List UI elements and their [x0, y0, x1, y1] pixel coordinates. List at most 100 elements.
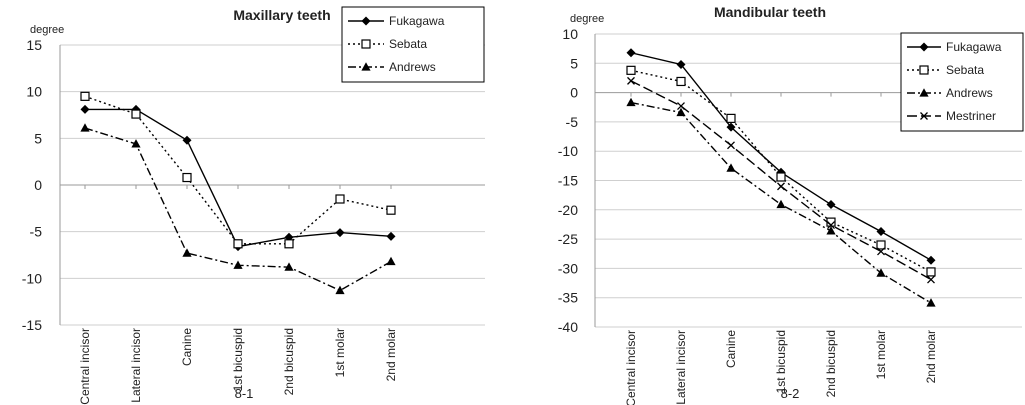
- x-tick-label: 2nd molar: [924, 330, 938, 383]
- series-mestriner: [627, 76, 935, 284]
- legend-marker: [919, 42, 929, 52]
- data-point: [726, 122, 736, 132]
- y-tick-label: -5: [30, 224, 43, 240]
- legend: Fukagawa Sebata Andrews: [341, 6, 485, 83]
- legend-label: Fukagawa: [389, 14, 445, 28]
- y-tick-label: -15: [558, 173, 578, 189]
- data-point: [335, 194, 345, 204]
- data-point: [182, 248, 192, 257]
- series-sebata: [80, 91, 396, 249]
- data-point: [726, 113, 736, 123]
- y-tick-label: 10: [562, 26, 578, 42]
- y-tick-label: 10: [26, 84, 42, 100]
- x-tick-label: 2nd bicuspid: [282, 328, 296, 395]
- series-line: [630, 52, 932, 261]
- data-point: [876, 268, 886, 277]
- data-point: [676, 107, 686, 117]
- y-tick-label: 5: [570, 55, 578, 71]
- legend-label: Andrews: [946, 86, 993, 100]
- data-point: [777, 182, 785, 191]
- x-tick-label: Canine: [724, 330, 738, 368]
- legend-marker: [361, 39, 371, 49]
- chart-title: Maxillary teeth: [233, 7, 330, 23]
- x-tick-label: Lateral incisor: [674, 330, 688, 405]
- data-point: [131, 109, 141, 119]
- data-point: [626, 97, 636, 107]
- series-andrews: [80, 123, 396, 295]
- series-fukagawa: [80, 104, 396, 252]
- y-tick-label: -40: [558, 319, 578, 335]
- data-point: [284, 262, 294, 271]
- legend-label: Sebata: [389, 37, 427, 51]
- legend-marker: [361, 62, 371, 71]
- data-point: [80, 123, 90, 132]
- data-point: [131, 139, 141, 148]
- data-point: [727, 141, 735, 150]
- legend-marker: [919, 88, 929, 97]
- legend-marker: [920, 112, 928, 120]
- legend-label: Sebata: [946, 63, 984, 77]
- x-tick-label: 1st bicuspid: [774, 330, 788, 393]
- data-point: [284, 239, 294, 249]
- y-tick-label: -10: [558, 143, 578, 159]
- data-point: [80, 104, 90, 114]
- chart-mandibular-teeth: -40 -35 -30 -25 -20 -15 -10 -5 0 5 10 Central incis…: [558, 4, 1024, 405]
- data-point: [826, 226, 836, 235]
- data-point: [776, 199, 786, 209]
- y-axis-label: degree: [30, 24, 64, 36]
- data-point: [876, 226, 886, 236]
- legend-box: [900, 32, 1024, 132]
- y-tick-label: -30: [558, 260, 578, 276]
- legend-marker: [919, 65, 929, 75]
- y-tick-label: 5: [34, 130, 42, 146]
- y-axis-label: degree: [570, 13, 604, 25]
- y-tick-label: 15: [26, 37, 42, 53]
- x-tick-label: Lateral incisor: [129, 328, 143, 403]
- data-point: [182, 135, 192, 145]
- data-point: [926, 255, 936, 265]
- y-tick-label: 0: [34, 177, 42, 193]
- chart-maxillary-teeth: -15 -10 -5 0 5 10 15 Central incisor Lateral inc…: [22, 6, 485, 405]
- x-tick-label: 2nd molar: [384, 328, 398, 381]
- legend-label: Andrews: [389, 60, 436, 74]
- legend: Fukagawa Sebata Andrews Mestriner: [900, 32, 1024, 132]
- data-point: [386, 205, 396, 215]
- x-tick-label: 1st bicuspid: [231, 328, 245, 391]
- panel-label: 8-1: [235, 386, 254, 401]
- series-andrews: [626, 97, 936, 307]
- y-tick-label: -25: [558, 231, 578, 247]
- x-tick-label: Canine: [180, 328, 194, 366]
- data-point: [876, 240, 886, 250]
- data-point: [626, 65, 636, 75]
- y-tick-label: 0: [570, 85, 578, 101]
- chart-title: Mandibular teeth: [714, 4, 826, 20]
- panel-label: 8-2: [781, 386, 800, 401]
- data-point: [926, 267, 936, 277]
- legend-label: Mestriner: [946, 109, 996, 123]
- y-tick-label: -5: [566, 114, 579, 130]
- data-point: [776, 172, 786, 182]
- series-line: [85, 108, 392, 248]
- data-point: [927, 275, 935, 284]
- data-point: [386, 256, 396, 266]
- data-point: [676, 59, 686, 69]
- data-point: [386, 231, 396, 241]
- x-tick-label: Central incisor: [78, 328, 92, 405]
- data-point: [335, 228, 345, 238]
- data-point: [233, 260, 243, 269]
- x-tick-label: 1st molar: [874, 330, 888, 379]
- data-point: [827, 221, 835, 229]
- data-point: [726, 163, 736, 172]
- x-tick-label: Central incisor: [624, 330, 638, 405]
- data-point: [926, 298, 936, 307]
- y-tick-label: -20: [558, 202, 578, 218]
- series-line: [84, 95, 392, 245]
- data-point: [826, 200, 836, 210]
- data-point: [335, 285, 345, 295]
- y-tick-label: -15: [22, 317, 42, 333]
- data-point: [627, 76, 635, 85]
- legend-marker: [361, 16, 371, 26]
- data-point: [233, 239, 243, 249]
- x-tick-label: 2nd bicuspid: [824, 330, 838, 397]
